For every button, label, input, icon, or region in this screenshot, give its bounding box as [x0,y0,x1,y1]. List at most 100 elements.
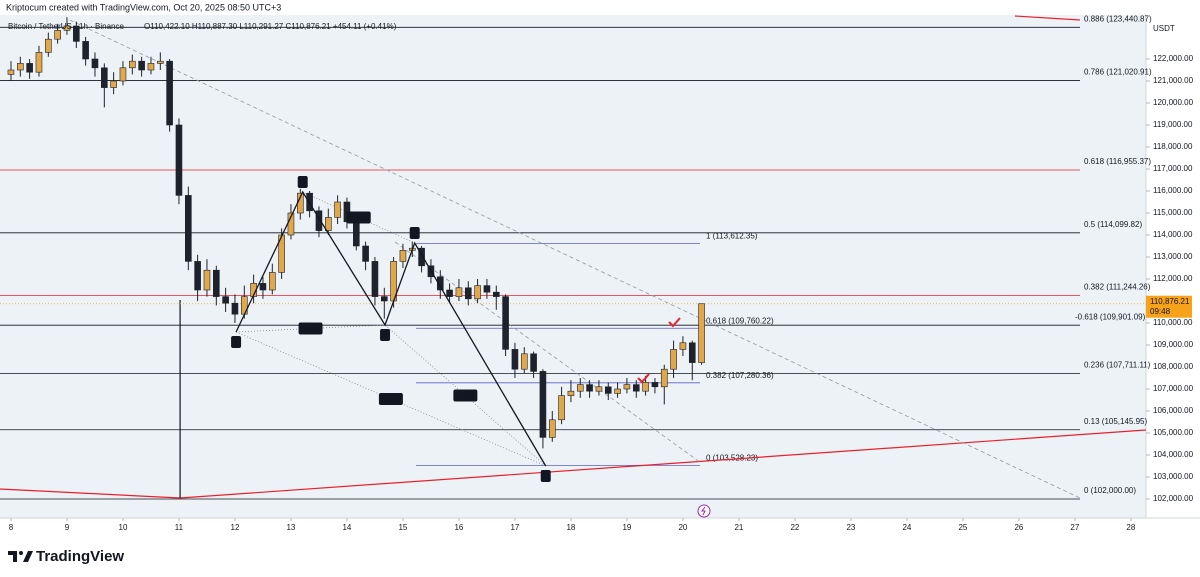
candle-body [632,384,640,392]
check-mark [637,373,650,384]
point-box [297,175,308,188]
candle-body [185,195,192,262]
fib-label: 0.236 (107,711.11) [1084,360,1151,369]
candle-body [110,80,117,88]
ohlc-readout: O110,422.10 H110,887.30 L110,291.27 C110… [144,22,397,31]
x-tick-label: 20 [678,523,687,532]
fib-label: 0.382 (111,244.26) [1084,283,1151,292]
candle-body [436,276,444,291]
x-tick-label: 9 [65,523,70,532]
x-tick-label: 11 [175,523,184,532]
candle-body [35,52,43,73]
candle-body [259,283,267,291]
ratio-box [453,389,478,402]
candle-body [17,63,24,71]
candle-body [194,261,201,291]
fib-label: 0.786 (121,020.91) [1084,68,1152,77]
candle-body [7,69,15,75]
y-tick-label: 118,000.00 [1153,142,1193,151]
candle-body [371,261,379,297]
fib-extension-label: 0.618 (109,760.22) [706,316,774,325]
candle-body [651,382,659,388]
point-label: C [412,229,418,238]
candle-body [660,368,668,388]
y-tick-label: 103,000.00 [1153,472,1194,481]
x-tick-label: 21 [734,523,743,532]
candle-body [520,353,528,370]
candle-body [352,221,360,247]
y-tick-label: 116,000.00 [1153,186,1193,195]
candle-body [269,272,276,291]
candle-body [91,58,99,69]
point-box [380,328,391,341]
y-tick-label: 112,000.00 [1153,274,1193,283]
ratio-box [346,211,371,224]
point-box [409,227,420,240]
candle-body [511,349,519,370]
countdown: 09:48 [1150,307,1171,316]
candle-body [464,287,472,300]
y-tick-label: 108,000.00 [1153,362,1194,371]
candle-body [129,60,136,69]
pattern-connector [236,324,386,333]
candle-body [576,384,584,392]
x-tick-label: 12 [231,523,240,532]
x-tick-label: 26 [1014,523,1023,532]
y-tick-label: 106,000.00 [1153,406,1194,415]
y-tick-label: 119,000.00 [1153,120,1193,129]
pattern-connector [302,191,415,244]
plot-area [0,15,1146,518]
fib-extension-label: 0.382 (107,280.36) [706,371,774,380]
ratio-label: 1.942 [381,395,402,404]
candle-body [670,349,677,370]
symbol: Bitcoin / TetherUS · 1h · Binance [8,22,124,31]
logo-mark [19,551,23,555]
candle-body [595,386,603,392]
point-box [540,469,551,482]
currency: USDT [1153,24,1175,33]
ratio-label: 2.692 [455,391,476,400]
candle-body [446,289,453,297]
candle-body [399,250,407,262]
trend-line [69,19,1081,499]
y-tick-label: 102,000.00 [1153,494,1194,503]
check-mark [668,317,681,328]
x-tick-label: 22 [790,523,799,532]
candle-body [63,25,71,31]
candle-body [698,303,705,363]
x-tick-label: 13 [286,523,295,532]
candle-body [157,60,164,64]
x-tick-label: 28 [1126,523,1135,532]
attribution: Kriptocum created with TradingView.com, … [6,2,281,12]
chart-layer: 0.886 (123,440.87) 0.786 (121,020.91) 0.61… [0,14,1152,500]
candle-body [73,25,80,42]
point-label: B [382,331,387,340]
candle-body [325,217,332,231]
candle-body [418,247,425,267]
candle-body [54,30,61,40]
candle-body [679,342,687,350]
ratio-label: 0.614 [349,213,370,222]
y-tick-label: 114,000.00 [1153,230,1193,239]
y-tick-label: 120,000.00 [1153,98,1194,107]
y-tick-label: 104,000.00 [1153,450,1194,459]
candle-body [315,210,323,231]
candle-body [138,60,145,71]
candle-body [558,395,565,421]
candle-body [119,67,127,82]
candle-body [492,291,500,297]
last-price-tag [1146,295,1192,318]
fib-label: 0.13 (105,145.95) [1084,417,1147,426]
candle-body [539,371,547,438]
candle-body [26,63,33,73]
candle-body [623,384,631,390]
x-tick-label: 16 [454,523,463,532]
y-tick-label: 115,000.00 [1153,208,1193,217]
candle-body [586,384,593,392]
candle-body [530,353,537,372]
x-tick-label: 14 [342,523,351,532]
candle-body [604,386,612,394]
x-tick-label: 10 [119,523,128,532]
y-tick-label: 105,000.00 [1153,428,1194,437]
